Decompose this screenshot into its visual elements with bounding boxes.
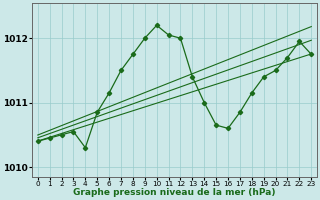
X-axis label: Graphe pression niveau de la mer (hPa): Graphe pression niveau de la mer (hPa) — [73, 188, 276, 197]
